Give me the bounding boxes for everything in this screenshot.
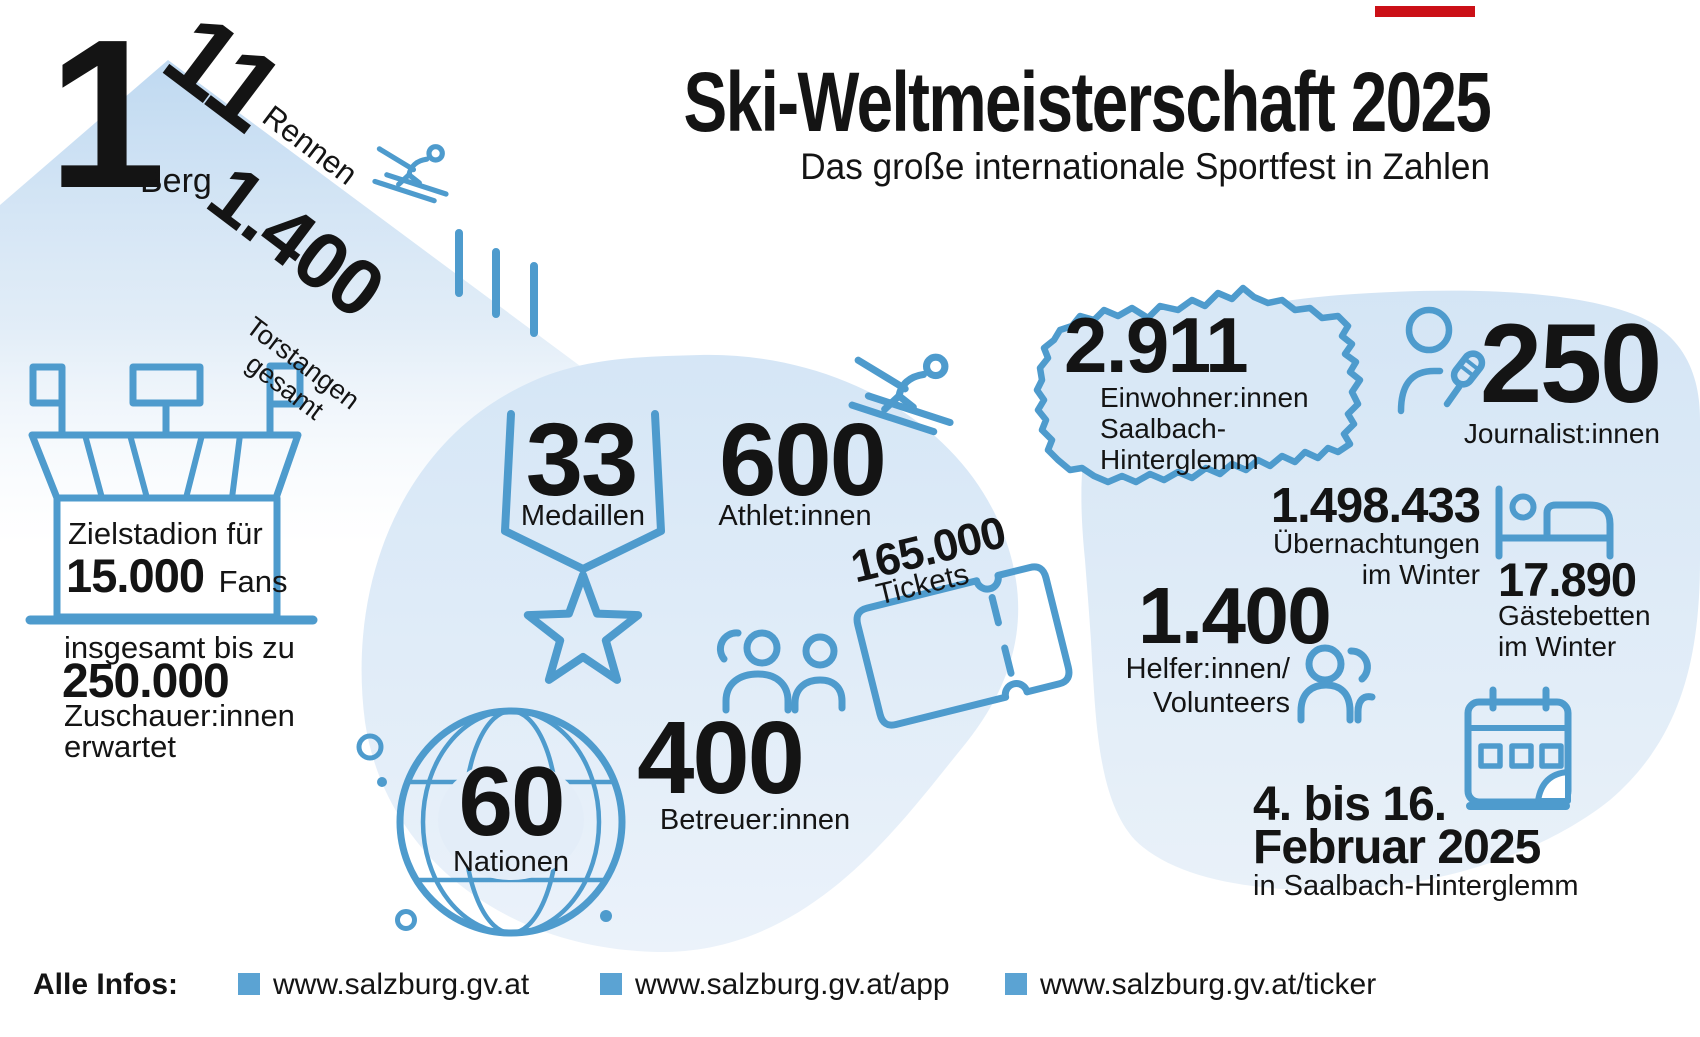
stat-berg-label: Berg	[140, 162, 212, 200]
stat-helfer-label: Helfer:innen/ Volunteers	[1125, 653, 1290, 719]
stat-athleten-value: 600	[719, 402, 887, 517]
link-salzburg-gv-at[interactable]: www.salzburg.gv.at	[273, 968, 530, 1001]
event-date-line1: 4. bis 16.	[1253, 778, 1447, 831]
stat-journalisten-value: 250	[1479, 301, 1662, 426]
stadium-icon	[25, 362, 318, 625]
footer-link-app: www.salzburg.gv.at/app	[600, 970, 950, 1000]
stat-nationen-label: Nationen	[452, 846, 570, 878]
bullet-square-icon	[1005, 973, 1027, 995]
stat-helfer-value: 1.400	[1138, 571, 1332, 660]
event-date-location: in Saalbach-Hinterglemm	[1253, 870, 1579, 902]
stadium-caption: Zielstadion für	[68, 516, 263, 551]
stat-journalisten-label: Journalist:innen	[1463, 418, 1660, 449]
stadium-capacity-unit: Fans	[218, 564, 288, 599]
bullet-square-icon	[238, 973, 260, 995]
stat-einwohner-label: Einwohner:innen Saalbach- Hinterglemm	[1100, 382, 1309, 475]
globe-icon	[396, 707, 626, 937]
stat-gaestebetten-label: Gästebetten im Winter	[1498, 600, 1651, 662]
skier-icon	[375, 147, 446, 201]
stat-gaestebetten-value: 17.890	[1498, 553, 1637, 606]
stat-athleten-label: Athlet:innen	[718, 500, 872, 532]
calendar-icon	[1464, 686, 1572, 810]
event-date-line2: Februar 2025	[1253, 821, 1541, 874]
total-spectators-value: 250.000	[62, 655, 230, 708]
footer-link-ticker: www.salzburg.gv.at/ticker	[1005, 970, 1376, 1000]
stadium-capacity-value: 15.000	[66, 549, 205, 602]
total-spectators-prefix: insgesamt bis zu	[64, 630, 295, 665]
bullet-square-icon	[600, 973, 622, 995]
stat-medaillen-value: 33	[525, 402, 639, 517]
stat-betreuer-label: Betreuer:innen	[659, 804, 851, 836]
total-spectators-label1: Zuschauer:innen	[64, 698, 295, 733]
volunteers-icon	[1297, 644, 1376, 724]
page-title: Ski-Weltmeisterschaft 2025	[683, 55, 1491, 149]
people-group-icon	[716, 629, 846, 714]
link-salzburg-gv-at-ticker[interactable]: www.salzburg.gv.at/ticker	[1040, 968, 1377, 1001]
bed-icon	[1495, 485, 1614, 560]
stat-betreuer-value: 400	[637, 700, 805, 815]
stat-medaillen-label: Medaillen	[520, 500, 646, 532]
ticket-icon	[853, 563, 1073, 729]
map-outline-icon	[1033, 284, 1364, 486]
total-spectators-label2: erwartet	[64, 729, 176, 764]
stat-nationen-value: 60	[458, 746, 565, 856]
stat-berg-value: 1	[48, 0, 166, 232]
footer-link-main: www.salzburg.gv.at	[238, 970, 529, 1000]
link-salzburg-gv-at-app[interactable]: www.salzburg.gv.at/app	[635, 968, 950, 1001]
journalist-icon	[1397, 306, 1486, 415]
footer-label: Alle Infos:	[33, 968, 179, 1001]
stadium-capacity: 15.000 Fans	[66, 552, 288, 599]
slalom-gates-icon	[455, 229, 538, 337]
medal-icon	[501, 410, 665, 684]
red-accent-bar	[1375, 6, 1475, 17]
stat-uebernachtungen-value: 1.498.433	[1270, 479, 1481, 533]
decor-dots	[356, 733, 612, 931]
stat-uebernachtungen-label: Übernachtungen im Winter	[1272, 528, 1480, 590]
page-subtitle: Das große internationale Sportfest in Za…	[800, 146, 1490, 187]
stat-einwohner-value: 2.911	[1064, 301, 1249, 389]
